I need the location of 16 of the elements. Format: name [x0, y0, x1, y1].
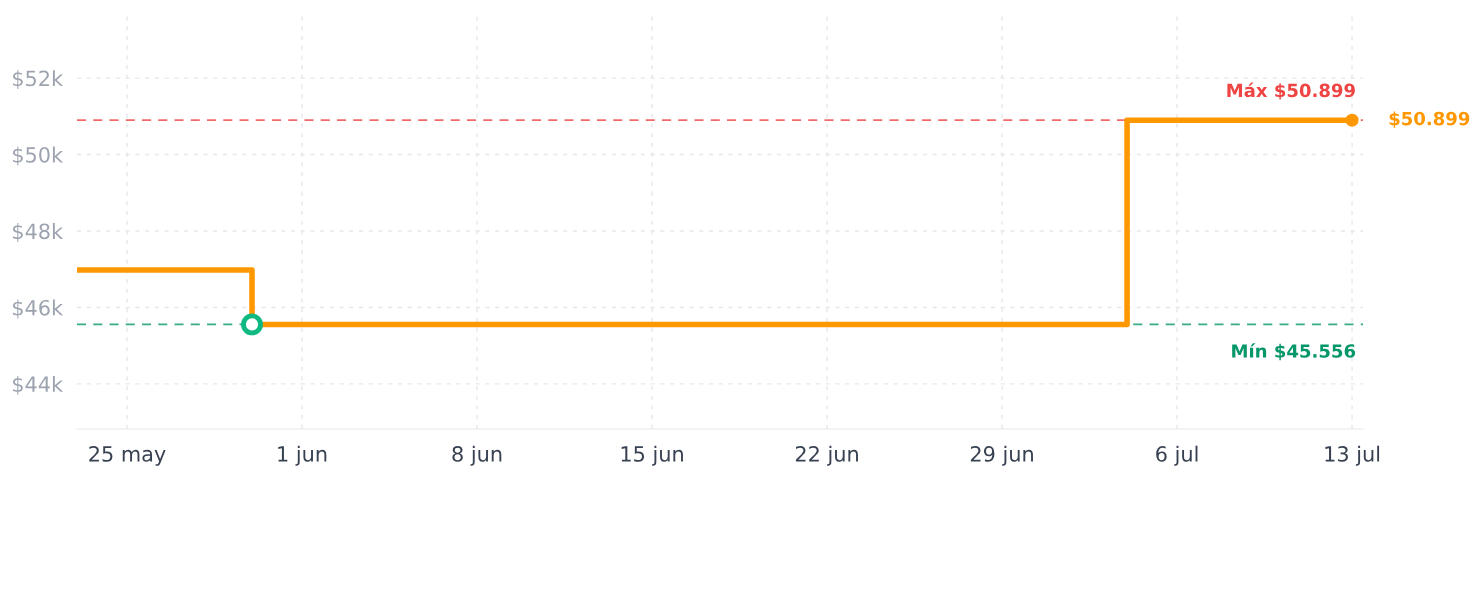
y-tick-label: $50k — [13, 146, 64, 166]
y-tick-label: $46k — [13, 299, 64, 319]
ref-line-label: Mín $45.556 — [1232, 343, 1356, 361]
y-tick-label: $44k — [13, 375, 64, 395]
y-tick-label: $48k — [13, 223, 64, 242]
x-tick-label: 8 jun — [452, 445, 502, 466]
x-tick-label: 29 jun — [970, 445, 1033, 466]
y-tick-label: $52k — [13, 70, 64, 90]
x-tick-label: 22 jun — [795, 445, 858, 466]
x-tick-label: 6 jul — [1156, 445, 1198, 466]
x-tick-label: 15 jun — [621, 445, 683, 466]
x-tick-label: 1 jun — [278, 445, 327, 466]
ref-line-label: Máx $50.899 — [1227, 82, 1355, 100]
x-tick-label: 25 may — [89, 446, 166, 466]
x-tick-label: 13 jul — [1325, 445, 1380, 466]
annotation: $50.899 — [1389, 111, 1470, 128]
